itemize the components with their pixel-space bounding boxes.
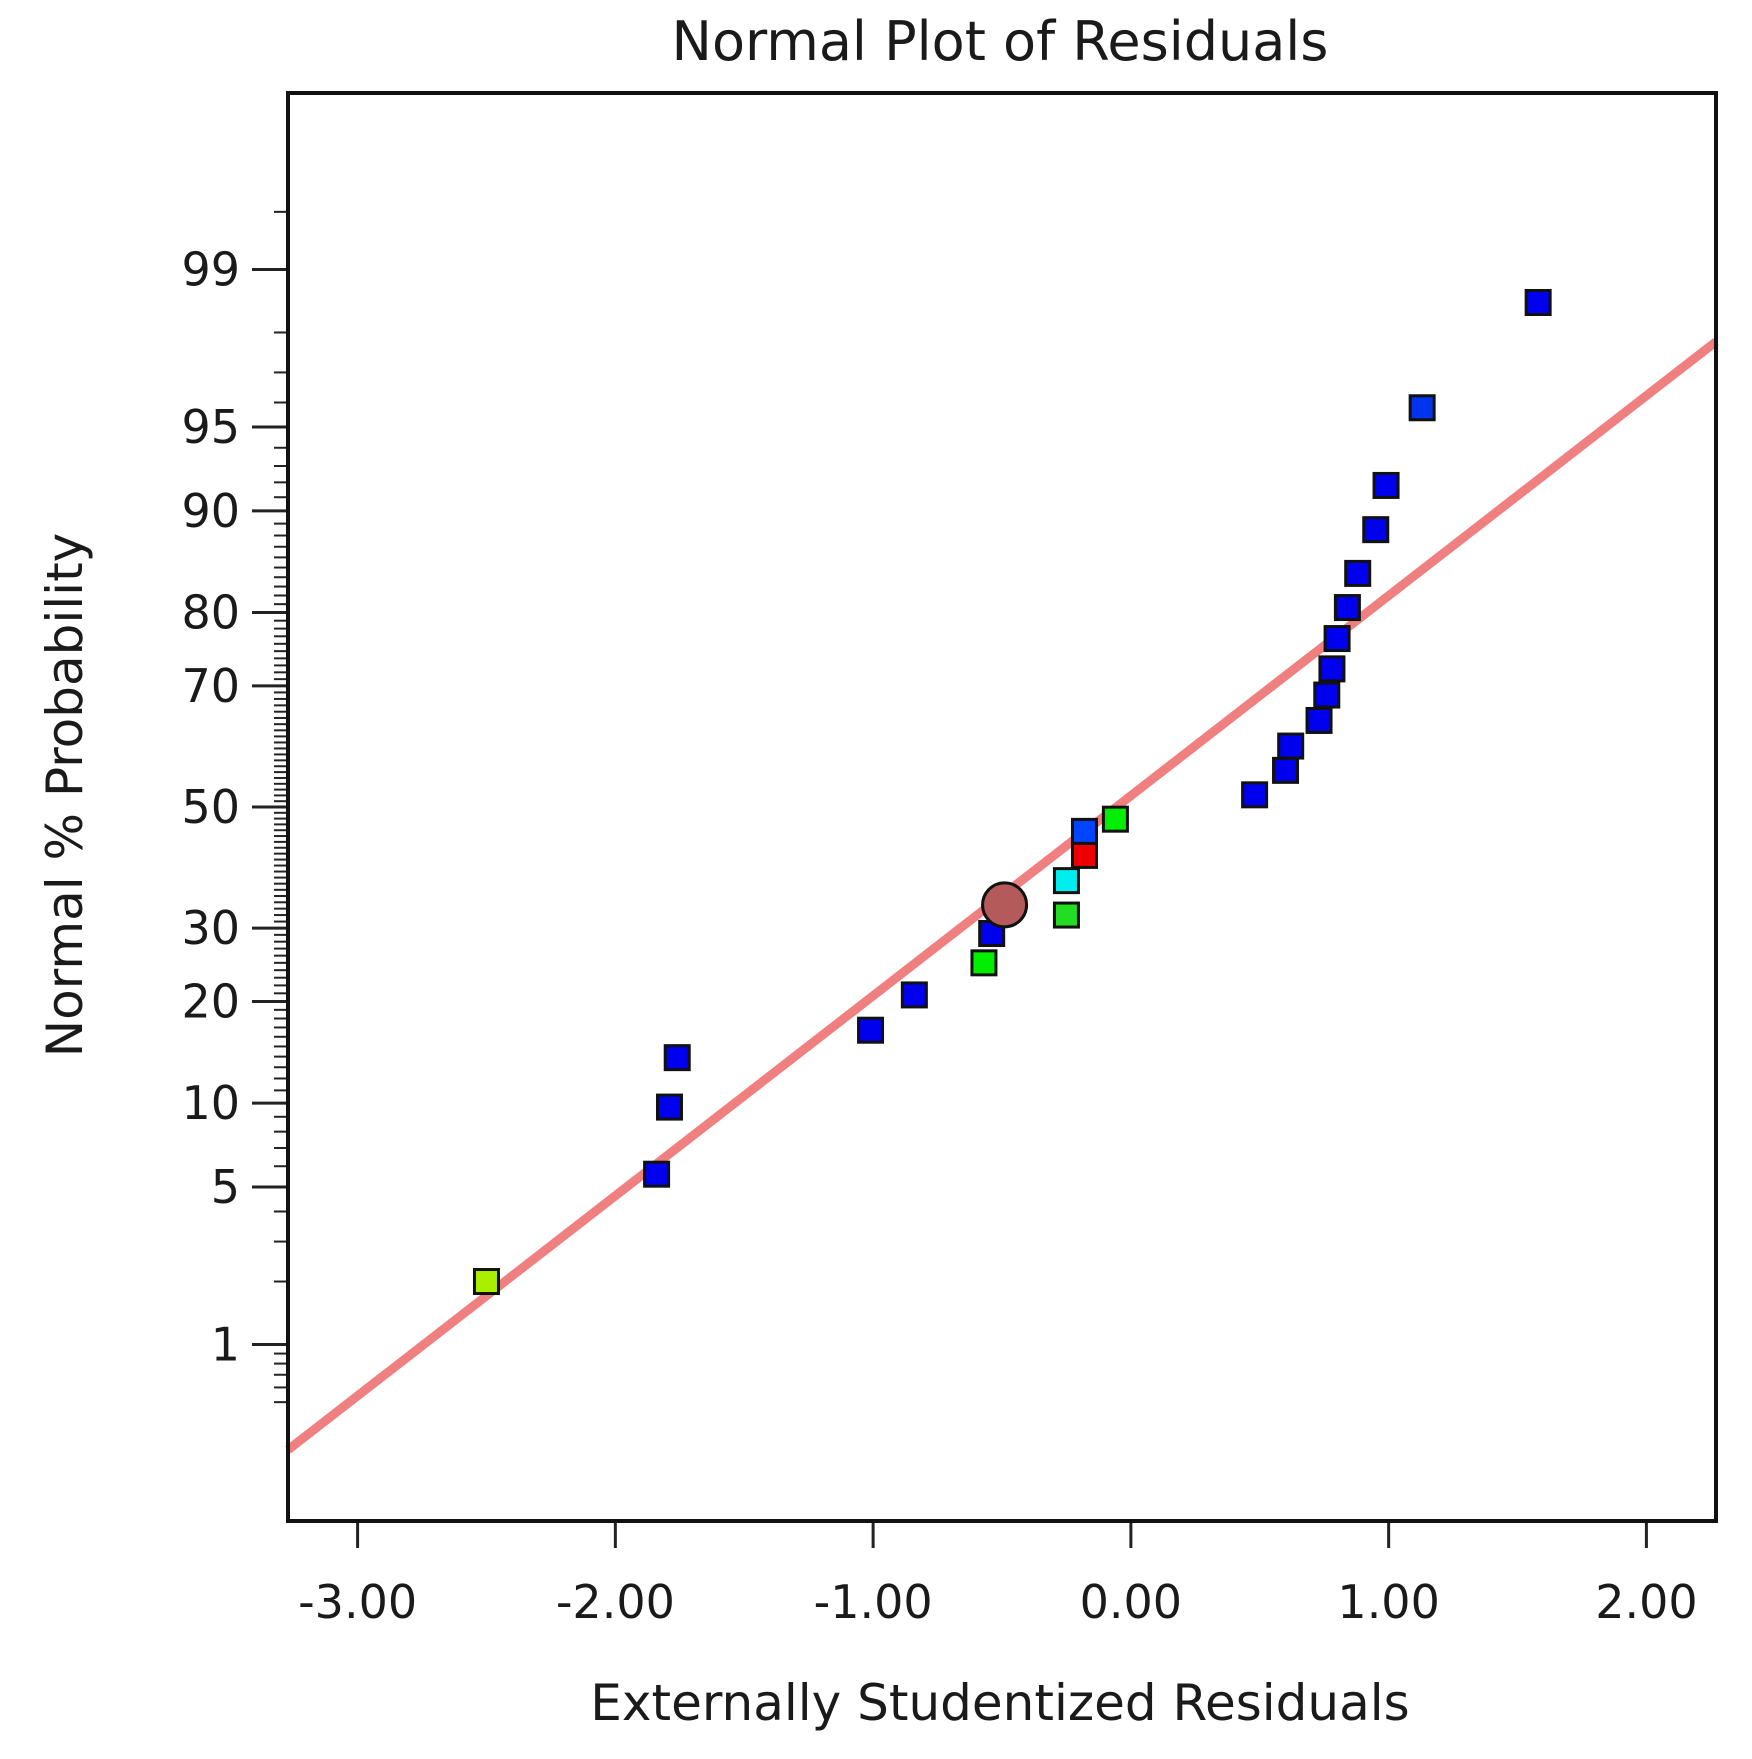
data-point — [1323, 625, 1351, 653]
data-point — [1272, 756, 1300, 784]
data-point — [970, 949, 998, 977]
y-axis-label: Normal % Probability — [36, 533, 94, 1058]
data-point — [1318, 655, 1346, 683]
data-point — [900, 981, 928, 1009]
x-tick-label: 2.00 — [1595, 1575, 1697, 1629]
data-point — [1313, 681, 1341, 709]
x-tick-label: -3.00 — [298, 1575, 417, 1629]
chart-title: Normal Plot of Residuals — [672, 10, 1329, 73]
data-point — [1362, 516, 1390, 544]
y-tick-label: 1 — [211, 1318, 240, 1372]
data-point — [1052, 867, 1080, 895]
data-point — [1101, 805, 1129, 833]
x-axis-label: Externally Studentized Residuals — [590, 1674, 1409, 1732]
data-point — [663, 1044, 691, 1072]
data-points — [472, 289, 1552, 1296]
data-point — [1241, 781, 1269, 809]
y-tick-label: 95 — [181, 400, 240, 454]
data-point — [472, 1268, 500, 1296]
data-point — [1372, 471, 1400, 499]
y-tick-label: 99 — [181, 242, 240, 296]
data-point — [978, 920, 1006, 948]
data-point — [1070, 841, 1098, 869]
data-point — [1524, 289, 1552, 317]
x-tick-label: 0.00 — [1080, 1575, 1182, 1629]
plot-frame — [286, 91, 1718, 1523]
data-point — [1305, 706, 1333, 734]
x-tick-label: 1.00 — [1337, 1575, 1439, 1629]
x-tick-label: -2.00 — [556, 1575, 675, 1629]
y-tick-label: 70 — [181, 659, 240, 713]
y-minor-ticks — [274, 210, 288, 1404]
y-tick-label: 90 — [181, 484, 240, 538]
y-major-ticks: 1 5 10 20 30 50 70 80 90 95 99 — [181, 242, 288, 1372]
data-point — [1277, 732, 1305, 760]
data-point — [1333, 594, 1361, 622]
data-point — [1070, 817, 1098, 845]
y-tick-label: 20 — [181, 974, 240, 1028]
x-tick-label: -1.00 — [814, 1575, 933, 1629]
x-ticks: -3.00 -2.00 -1.00 0.00 1.00 2.00 — [298, 1521, 1698, 1629]
data-point — [1408, 394, 1436, 422]
data-point — [857, 1016, 885, 1044]
y-tick-label: 50 — [181, 780, 240, 834]
data-point — [643, 1160, 671, 1188]
y-tick-label: 80 — [181, 586, 240, 640]
y-tick-label: 30 — [181, 901, 240, 955]
y-tick-label: 10 — [181, 1076, 240, 1130]
data-point — [1052, 901, 1080, 929]
y-tick-label: 5 — [211, 1160, 240, 1214]
data-point-circle — [981, 881, 1029, 929]
data-point — [655, 1093, 683, 1121]
data-point — [1344, 559, 1372, 587]
